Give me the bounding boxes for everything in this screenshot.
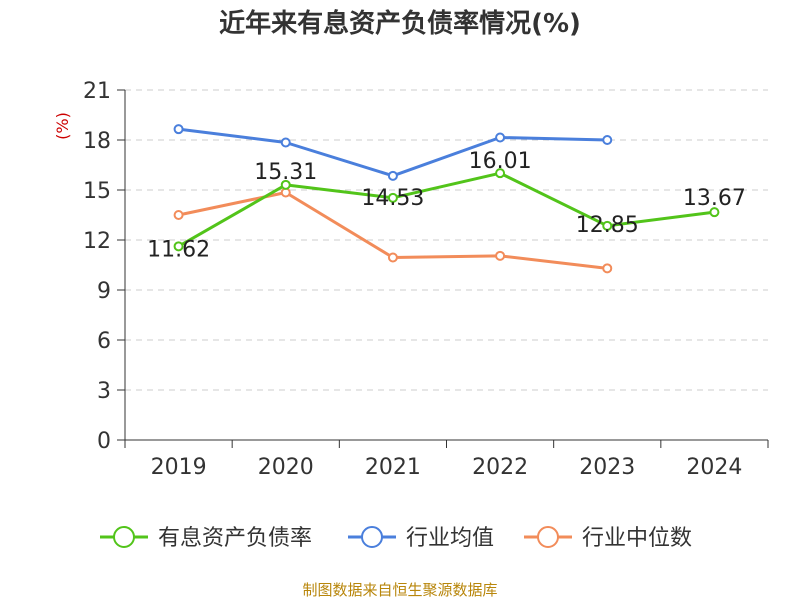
legend-label: 有息资产负债率	[158, 526, 312, 551]
series-points	[173, 124, 720, 274]
legend-marker	[113, 526, 135, 548]
data-point	[709, 207, 720, 218]
data-label: 12.85	[576, 213, 639, 238]
y-tick-label: 6	[97, 329, 111, 354]
data-point	[173, 210, 184, 220]
y-tick-label: 15	[83, 179, 111, 204]
data-point	[173, 124, 184, 135]
y-axis-unit: (%)	[53, 112, 72, 140]
data-point	[387, 170, 398, 181]
y-tick-label: 12	[83, 229, 111, 254]
x-tick-label: 2023	[579, 455, 635, 480]
x-tick-label: 2021	[365, 455, 421, 480]
tick-labels: 0 3 6 9 12 15 18 21 2019 2020 2021 2022 2023 2024	[83, 79, 742, 480]
y-tick-label: 9	[97, 279, 111, 304]
data-point	[602, 135, 613, 145]
y-tick-label: 18	[83, 129, 111, 154]
data-label: 13.67	[683, 186, 746, 211]
data-label: 14.53	[361, 186, 424, 211]
legend: 有息资产负债率 行业均值 行业中位数	[100, 526, 692, 551]
chart-title: 近年来有息资产负债率情况(%)	[219, 8, 581, 39]
data-point	[280, 137, 291, 148]
data-point	[280, 179, 291, 190]
axes	[117, 89, 769, 448]
gridlines	[125, 89, 768, 391]
data-label: 16.01	[469, 149, 532, 174]
data-label: 15.31	[254, 160, 317, 185]
data-point	[602, 263, 613, 274]
series-line	[177, 171, 715, 248]
legend-marker	[537, 526, 559, 548]
series-line	[178, 127, 608, 178]
legend-label: 行业均值	[406, 526, 494, 551]
data-point	[387, 192, 398, 203]
legend-label: 行业中位数	[582, 526, 692, 551]
data-point	[495, 132, 506, 143]
x-tick-label: 2022	[472, 455, 528, 480]
x-tick-label: 2019	[151, 455, 207, 480]
source-note: 制图数据来自恒生聚源数据库	[302, 581, 497, 599]
y-tick-label: 3	[97, 379, 111, 404]
x-tick-label: 2024	[686, 455, 742, 480]
data-labels: 11.62 15.31 14.53 16.01 12.85 13.67	[147, 149, 746, 262]
data-point	[495, 250, 506, 261]
legend-marker	[361, 526, 383, 548]
data-point	[387, 252, 398, 263]
y-tick-label: 21	[83, 79, 111, 104]
data-point	[495, 168, 506, 179]
data-point	[602, 220, 613, 231]
y-tick-label: 0	[97, 429, 111, 454]
x-tick-label: 2020	[258, 455, 314, 480]
series-lines	[177, 127, 715, 270]
data-point	[173, 241, 184, 252]
data-label: 11.62	[147, 237, 210, 262]
